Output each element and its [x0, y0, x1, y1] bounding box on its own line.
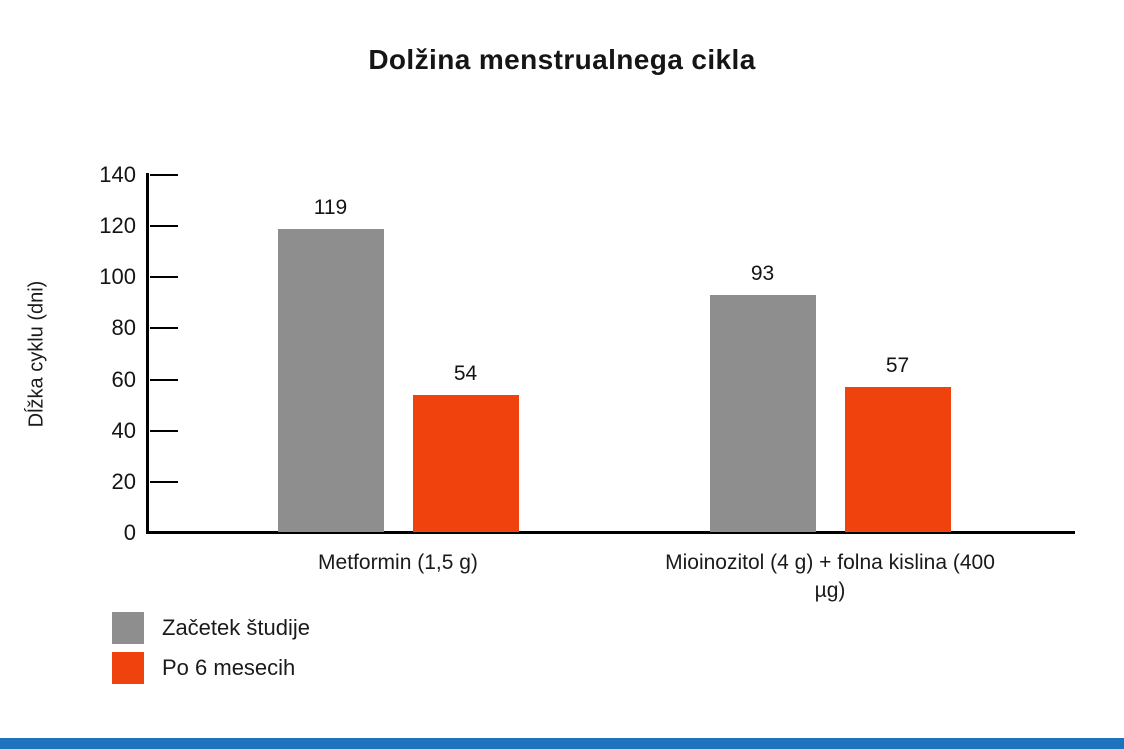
- y-tick-140: [150, 174, 178, 176]
- legend-item-start: Začetek študije: [112, 612, 310, 644]
- y-tick-60: [150, 378, 178, 381]
- y-axis-line: [146, 173, 149, 534]
- y-tick-100: [150, 276, 178, 279]
- y-axis-label: Dĺžka cyklu (dni): [25, 280, 48, 428]
- x-axis-line: [146, 531, 1075, 534]
- category-label-mioinozitol: Mioinozitol (4 g) + folna kislina (400 µ…: [665, 551, 995, 603]
- legend-label-start: Začetek študije: [162, 615, 310, 640]
- y-tick-label-140: 140: [99, 162, 136, 187]
- bar-value-series1-cat1: 57: [885, 354, 910, 378]
- bar-series1-cat1: [844, 387, 951, 532]
- category-label-metformin: Metformin (1,5 g): [318, 551, 478, 574]
- bar-series0-cat1: [709, 295, 816, 532]
- y-tick-label-60: 60: [111, 366, 136, 392]
- y-tick-label-40: 40: [111, 417, 136, 443]
- legend-swatch-orange: [112, 652, 144, 684]
- bar-value-series0-cat1: 93: [750, 262, 775, 286]
- y-tick-20: [150, 480, 178, 483]
- y-tick-120: [150, 225, 178, 228]
- y-tick-80: [150, 327, 178, 330]
- y-tick-label-20: 20: [111, 468, 136, 494]
- bar-series1-cat0: [412, 394, 519, 532]
- legend-item-6months: Po 6 mesecih: [112, 652, 310, 684]
- legend-label-6months: Po 6 mesecih: [162, 655, 296, 680]
- y-tick-label-0: 0: [123, 520, 136, 545]
- legend-swatch-gray: [112, 612, 144, 644]
- legend: Začetek študije Po 6 mesecih: [112, 612, 310, 692]
- y-tick-label-80: 80: [111, 315, 136, 341]
- footer-accent-bar: [0, 738, 1124, 749]
- bar-value-series1-cat0: 54: [453, 361, 478, 385]
- y-tick-label-100: 100: [99, 264, 136, 290]
- chart-title: Dolžina menstrualnega cikla: [368, 44, 756, 75]
- bar-series0-cat0: [277, 228, 384, 532]
- bar-value-series0-cat0: 119: [313, 195, 348, 219]
- y-tick-label-120: 120: [99, 213, 136, 239]
- y-tick-40: [150, 429, 178, 432]
